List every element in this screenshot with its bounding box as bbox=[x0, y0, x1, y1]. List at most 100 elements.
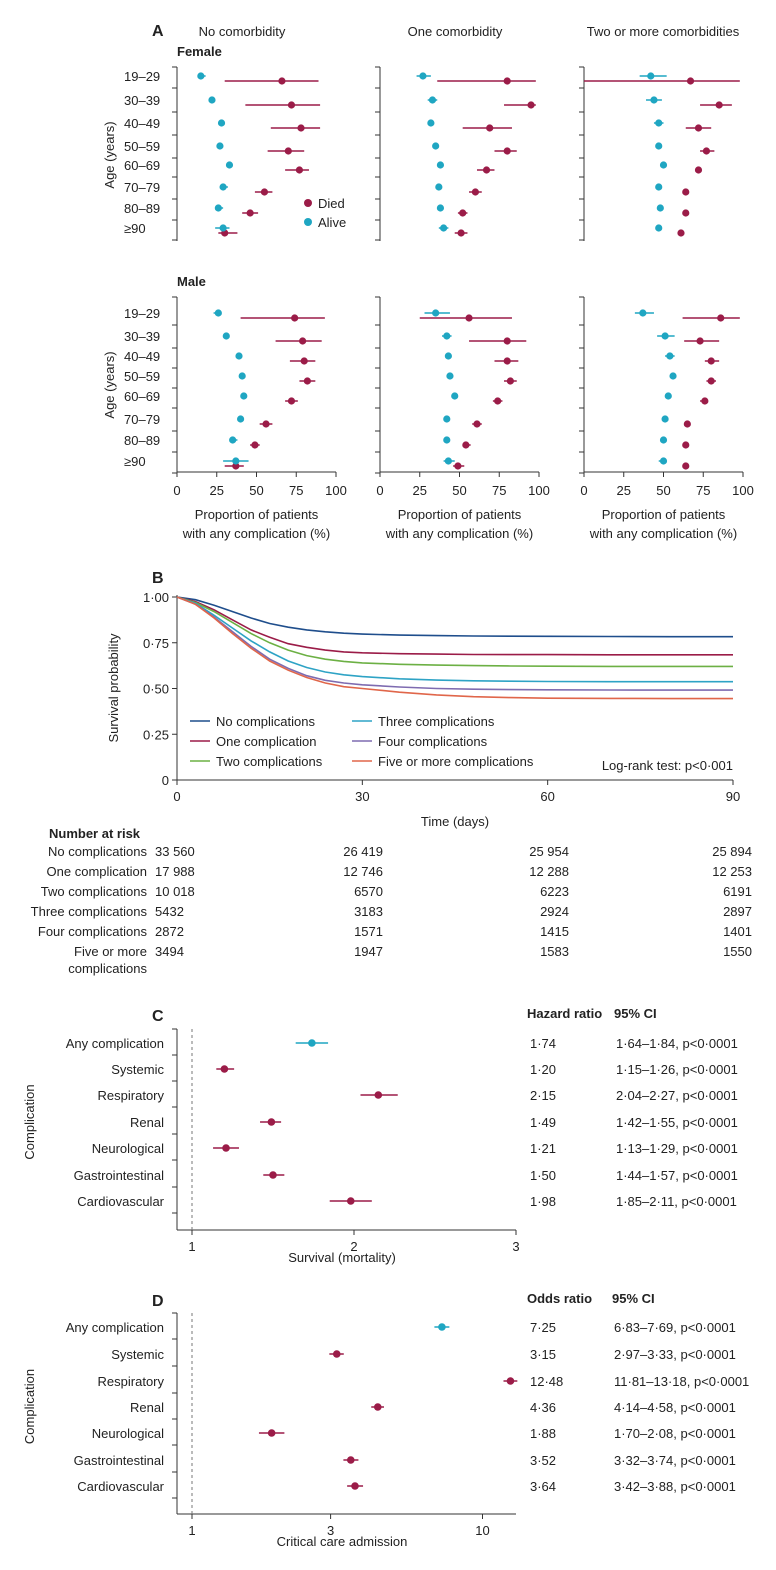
risk-value: 2897 bbox=[723, 904, 752, 919]
alive-point bbox=[214, 309, 222, 317]
alive-point bbox=[664, 392, 672, 400]
died-point bbox=[494, 397, 502, 405]
estimate-point bbox=[346, 1197, 355, 1205]
estimate-point bbox=[269, 1171, 277, 1179]
alive-point bbox=[427, 119, 435, 127]
ci-value: 2·04–2·27, p<0·0001 bbox=[616, 1088, 738, 1103]
risk-value: 6191 bbox=[723, 884, 752, 899]
alive-point bbox=[432, 142, 440, 150]
estimate-point bbox=[267, 1118, 276, 1126]
risk-value: 33 560 bbox=[155, 844, 195, 859]
legend-died-label: Died bbox=[318, 196, 345, 211]
died-point bbox=[260, 188, 269, 196]
risk-value: 26 419 bbox=[343, 844, 383, 859]
survival-curve-4 bbox=[176, 596, 733, 691]
x-tick-label: 90 bbox=[726, 789, 740, 804]
died-point bbox=[262, 420, 270, 428]
alive-point bbox=[444, 352, 452, 360]
x-axis-title: Proportion of patients bbox=[195, 507, 319, 522]
alive-point bbox=[661, 415, 669, 423]
alive-point bbox=[655, 183, 663, 191]
legend-died-marker bbox=[304, 199, 312, 207]
panel-d-letter: D bbox=[152, 1293, 164, 1310]
died-point bbox=[694, 166, 703, 174]
alive-point bbox=[655, 119, 663, 127]
died-point bbox=[299, 337, 307, 345]
x-axis-title: Critical care admission bbox=[277, 1534, 408, 1549]
died-point bbox=[471, 188, 479, 196]
estimate-value: 1·49 bbox=[530, 1115, 556, 1130]
age-label: 80–89 bbox=[124, 201, 160, 216]
estimate-point bbox=[332, 1350, 341, 1358]
risk-value: 1550 bbox=[723, 944, 752, 959]
died-point bbox=[682, 209, 690, 217]
x-tick-label: 100 bbox=[528, 483, 550, 498]
died-point bbox=[701, 397, 709, 405]
died-point bbox=[303, 377, 311, 385]
row-label: Respiratory bbox=[98, 1374, 165, 1389]
column-title: No comorbidity bbox=[199, 24, 286, 39]
risk-value: 2924 bbox=[540, 904, 569, 919]
age-label: ≥90 bbox=[124, 221, 146, 236]
ci-value: 3·32–3·74, p<0·0001 bbox=[614, 1453, 736, 1468]
died-point bbox=[291, 314, 299, 322]
alive-point bbox=[217, 119, 226, 127]
risk-value: 1947 bbox=[354, 944, 383, 959]
x-tick-label: 0 bbox=[376, 483, 383, 498]
panel-b-letter: B bbox=[152, 570, 164, 587]
risk-row-label: No complications bbox=[48, 844, 147, 859]
alive-point bbox=[428, 96, 437, 104]
sex-heading-female: Female bbox=[177, 44, 222, 59]
row-label: Gastrointestinal bbox=[74, 1453, 164, 1468]
died-point bbox=[506, 377, 514, 385]
age-label: 70–79 bbox=[124, 180, 160, 195]
risk-row-label: Three complications bbox=[31, 904, 148, 919]
alive-point bbox=[436, 161, 445, 169]
x-tick-label: 25 bbox=[617, 483, 631, 498]
legend-label: No complications bbox=[216, 714, 315, 729]
risk-value: 1401 bbox=[723, 924, 752, 939]
alive-point bbox=[443, 415, 451, 423]
estimate-value: 3·52 bbox=[530, 1453, 556, 1468]
age-label: 80–89 bbox=[124, 433, 160, 448]
legend-alive-marker bbox=[304, 218, 312, 226]
estimate-value: 2·15 bbox=[530, 1088, 556, 1103]
alive-point bbox=[238, 372, 246, 380]
y-axis-title: Age (years) bbox=[102, 351, 117, 418]
y-axis-title: Complication bbox=[22, 1084, 37, 1159]
risk-value: 5432 bbox=[155, 904, 184, 919]
legend-label: Two complications bbox=[216, 754, 323, 769]
ci-value: 6·83–7·69, p<0·0001 bbox=[614, 1320, 736, 1335]
died-point bbox=[715, 101, 723, 109]
alive-point bbox=[197, 72, 205, 80]
alive-point bbox=[639, 309, 647, 317]
alive-point bbox=[214, 204, 222, 212]
alive-point bbox=[419, 72, 427, 80]
risk-value: 17 988 bbox=[155, 864, 195, 879]
column-header-ci: 95% CI bbox=[612, 1291, 655, 1306]
y-tick-label: 0·75 bbox=[143, 636, 169, 651]
risk-value: 25 954 bbox=[529, 844, 569, 859]
risk-value: 6570 bbox=[354, 884, 383, 899]
died-point bbox=[682, 441, 690, 449]
x-axis-title: with any complication (%) bbox=[385, 526, 533, 541]
row-label: Cardiovascular bbox=[77, 1194, 164, 1209]
x-tick-label: 75 bbox=[696, 483, 710, 498]
risk-row-label: Two complications bbox=[41, 884, 148, 899]
row-label: Any complication bbox=[66, 1036, 164, 1051]
row-label: Neurological bbox=[92, 1426, 164, 1441]
died-point bbox=[459, 209, 467, 217]
age-label: 70–79 bbox=[124, 412, 160, 427]
x-tick-label: 3 bbox=[327, 1523, 334, 1538]
died-point bbox=[707, 357, 715, 365]
panel-a: No comorbidity One comorbidity Two or more… bbox=[102, 24, 754, 541]
ci-value: 1·85–2·11, p<0·0001 bbox=[616, 1194, 737, 1209]
died-point bbox=[278, 77, 286, 85]
ci-value: 1·70–2·08, p<0·0001 bbox=[614, 1426, 736, 1441]
alive-point bbox=[225, 161, 234, 169]
estimate-point bbox=[374, 1091, 383, 1099]
row-label: Renal bbox=[130, 1400, 164, 1415]
logrank-annotation: Log-rank test: p<0·001 bbox=[602, 758, 733, 773]
alive-point bbox=[655, 224, 663, 232]
y-axis-title: Survival probability bbox=[106, 633, 121, 743]
